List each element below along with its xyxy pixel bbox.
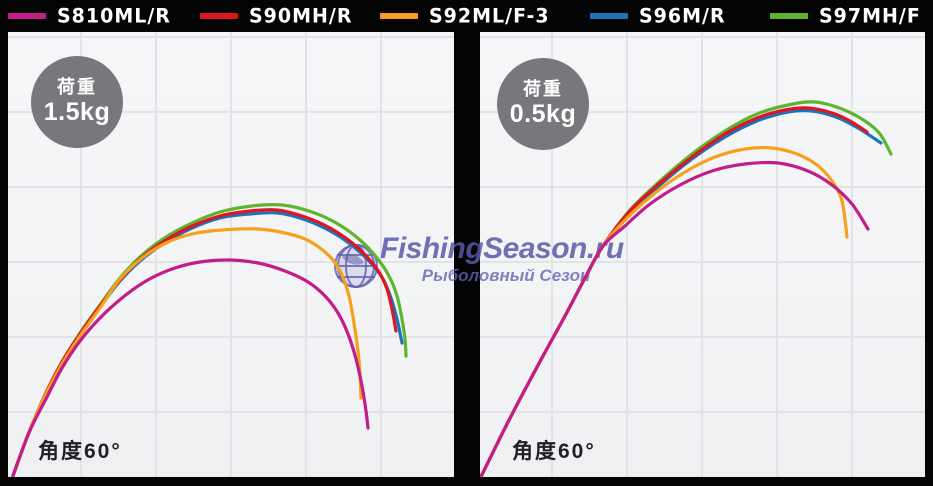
load-badge-value: 0.5kg — [509, 99, 577, 128]
legend-swatch-s90mh-r — [200, 13, 238, 19]
legend-swatch-s96m-r — [590, 13, 628, 19]
load-badge-caption: 荷重 — [57, 77, 97, 98]
legend-item-s97mh-f: S97MH/F — [770, 0, 921, 32]
angle-label: 角度60° — [38, 440, 122, 463]
legend-label: S810ML/R — [57, 4, 171, 28]
legend-label: S92ML/F-3 — [429, 4, 550, 28]
panel-load-0-5kg: 荷重 0.5kg 角度60° — [480, 32, 925, 477]
legend-swatch-s92ml-f3 — [380, 13, 418, 19]
legend-label: S97MH/F — [819, 4, 921, 28]
load-badge-value: 1.5kg — [43, 97, 111, 126]
legend-item-s90mh-r: S90MH/R — [200, 0, 353, 32]
legend-item-s92ml-f3: S92ML/F-3 — [380, 0, 550, 32]
legend-swatch-s97mh-f — [770, 13, 808, 19]
load-badge-caption: 荷重 — [523, 79, 563, 100]
legend-item-s810ml-r: S810ML/R — [8, 0, 171, 32]
load-badge: 荷重 1.5kg — [31, 56, 123, 148]
legend-swatch-s810ml-r — [8, 13, 46, 19]
load-badge: 荷重 0.5kg — [497, 58, 589, 150]
legend-bar: S810ML/R S90MH/R S92ML/F-3 S96M/R S97MH/… — [0, 0, 933, 32]
legend-label: S96M/R — [639, 4, 726, 28]
legend-label: S90MH/R — [249, 4, 353, 28]
angle-label: 角度60° — [512, 440, 596, 463]
panel-load-1-5kg: 荷重 1.5kg 角度60° — [8, 32, 454, 477]
legend-item-s96m-r: S96M/R — [590, 0, 726, 32]
